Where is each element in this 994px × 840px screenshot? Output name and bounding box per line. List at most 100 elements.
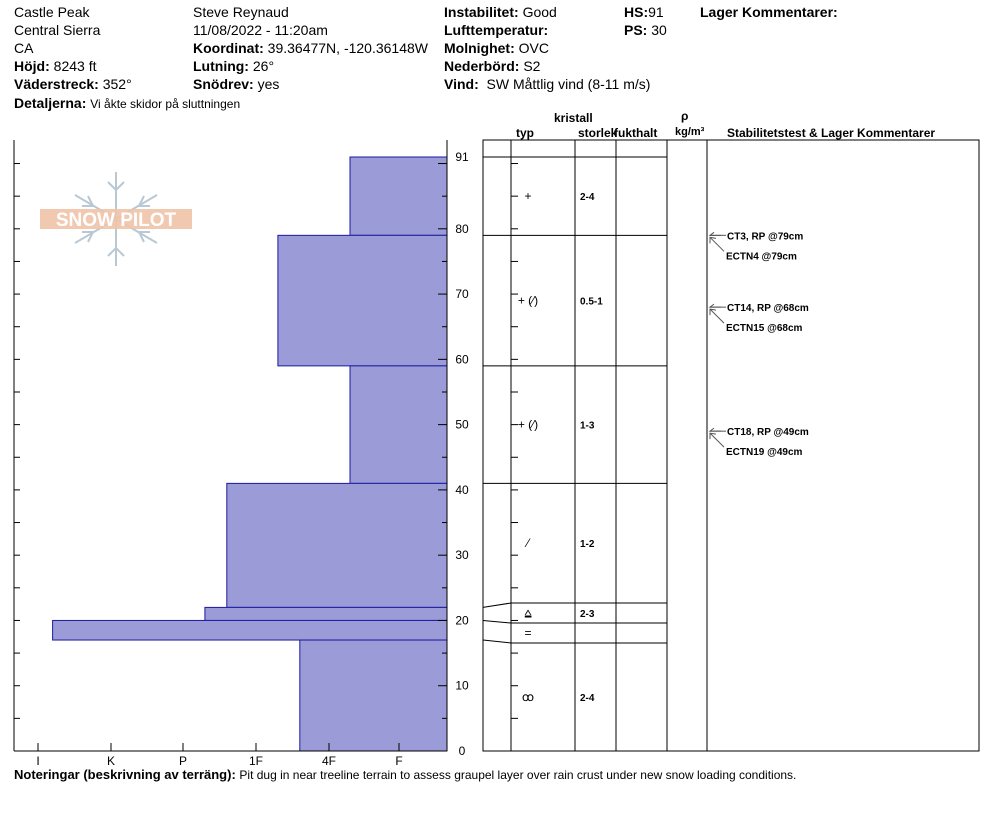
datetime: 11/08/2022 - 11:20am	[193, 22, 328, 38]
y-tick-label: 10	[455, 679, 469, 693]
snodrev-value: yes	[257, 76, 280, 92]
nederbord-label: Nederbörd:	[444, 58, 520, 74]
test-label: CT14, RP @68cm	[727, 303, 809, 314]
hardness-bar	[226, 482, 448, 608]
hs: HS:91	[624, 4, 664, 20]
y-tick-label: 60	[455, 352, 469, 366]
test-label: ECTN19 @49cm	[726, 447, 803, 458]
y-tick-label: 50	[455, 418, 469, 432]
hardness-bar	[299, 639, 448, 752]
hardness-tick-label: I	[36, 754, 39, 768]
hojd-label: Höjd:	[14, 58, 50, 74]
test-arrow	[709, 308, 717, 316]
hardness-bar	[349, 365, 448, 484]
hardness-bar	[277, 234, 448, 367]
vind: Vind: SW Måttlig vind (8-11 m/s)	[444, 76, 650, 92]
layer-crystal-type: +	[524, 189, 531, 203]
instabilitet-value: Good	[522, 4, 557, 20]
hardness-bar	[349, 156, 448, 236]
layer-crystal-type: + (⁄)	[518, 294, 538, 308]
detaljer: Detaljerna: Vi åkte skidor på sluttninge…	[14, 95, 240, 112]
molnighet-label: Molnighet:	[444, 40, 515, 56]
snowpilot-logo: SNOW PILOT	[40, 172, 192, 266]
layer-crystal-type: + (⁄)	[518, 418, 538, 432]
lager-kommentarer-label: Lager Kommentarer:	[700, 4, 838, 20]
koordinat-value: 39.36477N, -120.36148W	[267, 40, 428, 56]
hardness-bar	[52, 619, 448, 641]
hardness-tick-label: 4F	[322, 754, 336, 768]
molnighet: Molnighet: OVC	[444, 40, 549, 56]
state: CA	[14, 40, 34, 56]
layer-table-frame	[482, 139, 980, 752]
lutning: Lutning: 26°	[193, 58, 274, 74]
vind-value: SW Måttlig vind (8-11 m/s)	[486, 76, 651, 92]
vaderstreck-label: Väderstreck:	[14, 76, 99, 92]
layer-crystal-size: 2-4	[580, 693, 595, 704]
nederbord-value: S2	[523, 58, 541, 74]
layer-crystal-type: ꝏ	[522, 690, 534, 704]
y-tick-label: 91	[455, 150, 469, 164]
layer-boundary-connector	[482, 619, 512, 624]
layer-crystal-size: 2-4	[580, 192, 595, 203]
test-label: CT18, RP @49cm	[727, 427, 809, 438]
lufttemp: Lufttemperatur:	[444, 22, 548, 38]
layer-boundary-connector	[482, 639, 512, 644]
notes: Noteringar (beskrivning av terräng): Pit…	[14, 767, 796, 783]
y-tick-label: 0	[459, 744, 466, 758]
layer-crystal-type: ⩠	[524, 606, 532, 620]
col-typ: typ	[516, 126, 534, 140]
hardness-tick-label: K	[107, 754, 115, 768]
koordinat: Koordinat: 39.36477N, -120.36148W	[193, 40, 428, 56]
col-kristall: kristall	[554, 111, 593, 125]
hardness-tick-label: P	[179, 754, 187, 768]
layer-crystal-size: 1-3	[580, 421, 595, 432]
ps-label: PS:	[624, 22, 648, 38]
snodrev: Snödrev: yes	[193, 76, 279, 92]
test-arrow-line	[709, 432, 725, 448]
notes-label: Noteringar (beskrivning av terräng):	[14, 767, 236, 782]
logo-text: SNOW PILOT	[56, 210, 177, 231]
y-tick-label: 20	[455, 613, 469, 627]
layer-crystal-type: ⁄	[524, 536, 531, 550]
instabilitet: Instabilitet: Good	[444, 4, 557, 20]
test-label: ECTN4 @79cm	[726, 251, 797, 262]
col-rho: ρ	[681, 109, 689, 123]
test-label: CT3, RP @79cm	[727, 231, 803, 242]
y-tick-label: 80	[455, 222, 469, 236]
col-fukthalt: fukthalt	[614, 126, 658, 140]
layer-crystal-size: 0.5-1	[580, 297, 603, 308]
test-arrow-line	[709, 236, 725, 252]
layer-crystal-size: 2-3	[580, 609, 595, 620]
instabilitet-label: Instabilitet:	[444, 4, 519, 20]
test-label: ECTN15 @68cm	[726, 323, 803, 334]
test-arrow	[709, 236, 717, 244]
observer: Steve Reynaud	[193, 4, 289, 20]
hojd: Höjd: 8243 ft	[14, 58, 96, 74]
col-stab: Stabilitetstest & Lager Kommentarer	[727, 126, 936, 140]
col-rho-unit: kg/m³	[675, 126, 705, 138]
vind-label: Vind:	[444, 76, 479, 92]
ps-value: 30	[651, 22, 667, 38]
koordinat-label: Koordinat:	[193, 40, 264, 56]
nederbord: Nederbörd: S2	[444, 58, 540, 74]
vaderstreck-value: 352°	[102, 76, 132, 92]
location: Castle Peak	[14, 4, 90, 20]
y-tick-label: 40	[455, 483, 469, 497]
hs-label: HS:	[624, 4, 649, 20]
ps: PS: 30	[624, 22, 667, 38]
hardness-bar	[204, 606, 448, 621]
notes-text: Pit dug in near treeline terrain to asse…	[239, 768, 797, 782]
test-arrow	[709, 432, 717, 440]
vaderstreck: Väderstreck: 352°	[14, 76, 132, 92]
layer-crystal-size: 1-2	[580, 539, 595, 550]
detaljer-value: Vi åkte skidor på sluttningen	[90, 97, 241, 111]
layer-boundary-connector	[482, 602, 512, 608]
col-storlek: storlek	[578, 126, 616, 140]
y-tick-label: 70	[455, 287, 469, 301]
lutning-value: 26°	[252, 58, 275, 74]
hs-value: 91	[648, 4, 664, 20]
hardness-tick-label: F	[395, 754, 402, 768]
molnighet-value: OVC	[518, 40, 549, 56]
lufttemp-label: Lufttemperatur:	[444, 22, 549, 38]
